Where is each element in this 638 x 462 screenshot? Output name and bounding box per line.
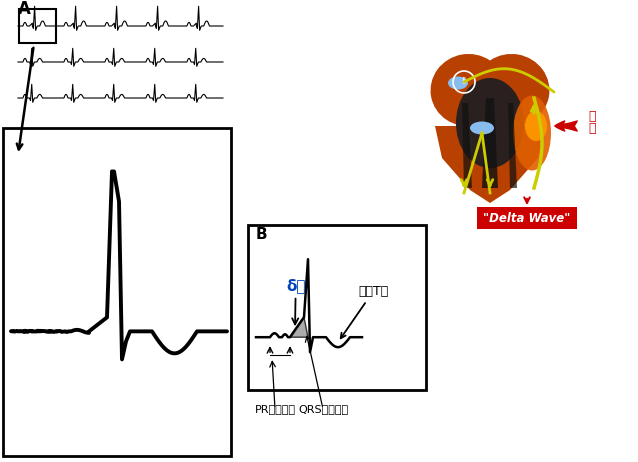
Polygon shape — [462, 103, 472, 188]
Ellipse shape — [456, 78, 524, 168]
Text: B: B — [256, 227, 267, 242]
Text: QRS波群增宽: QRS波群增宽 — [298, 404, 348, 414]
Text: PR间期缩短: PR间期缩短 — [255, 404, 295, 414]
Ellipse shape — [513, 96, 551, 170]
Polygon shape — [435, 126, 545, 203]
Text: II: II — [461, 78, 466, 86]
Polygon shape — [290, 317, 308, 337]
Text: δ波: δ波 — [286, 278, 306, 324]
Text: A: A — [18, 0, 31, 18]
Bar — [248, 225, 426, 390]
Ellipse shape — [470, 122, 494, 134]
Text: 旁: 旁 — [588, 110, 595, 123]
Polygon shape — [508, 103, 517, 188]
Polygon shape — [482, 98, 498, 188]
Text: 路: 路 — [588, 122, 595, 135]
Text: "Delta Wave": "Delta Wave" — [484, 212, 570, 225]
Ellipse shape — [525, 111, 547, 141]
Ellipse shape — [431, 54, 505, 126]
FancyBboxPatch shape — [477, 207, 577, 229]
Bar — [3, 128, 231, 456]
Text: 倒置T波: 倒置T波 — [341, 285, 389, 338]
Ellipse shape — [448, 77, 468, 90]
Bar — [19, 9, 56, 43]
Ellipse shape — [475, 54, 549, 126]
